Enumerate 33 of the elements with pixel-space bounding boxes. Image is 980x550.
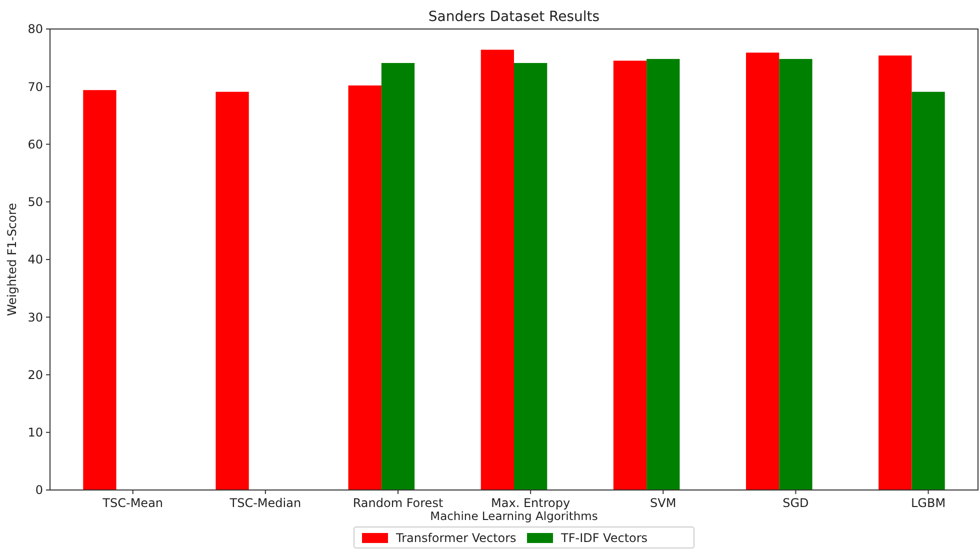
bar bbox=[83, 90, 116, 490]
bar bbox=[348, 85, 382, 490]
y-tick-label: 80 bbox=[28, 22, 43, 36]
chart-title: Sanders Dataset Results bbox=[428, 9, 600, 25]
x-tick-label: Random Forest bbox=[352, 496, 444, 510]
y-tick-label: 10 bbox=[28, 426, 43, 440]
y-tick-label: 20 bbox=[28, 368, 43, 382]
x-tick-label: SVM bbox=[650, 496, 676, 510]
x-tick-label: TSC-Mean bbox=[102, 496, 164, 510]
y-tick-label: 70 bbox=[28, 80, 43, 94]
bar bbox=[381, 63, 415, 490]
x-axis-title: Machine Learning Algorithms bbox=[430, 509, 598, 523]
y-tick-label: 50 bbox=[28, 195, 43, 210]
y-tick-label: 40 bbox=[28, 252, 43, 267]
legend-label: Transformer Vectors bbox=[395, 531, 516, 546]
y-tick-label: 0 bbox=[35, 483, 43, 498]
bar bbox=[779, 58, 812, 490]
bar bbox=[878, 56, 912, 490]
x-tick-label: SGD bbox=[782, 496, 809, 510]
bar bbox=[480, 50, 514, 490]
bar bbox=[613, 60, 647, 490]
y-tick-label: 30 bbox=[28, 310, 43, 324]
bar bbox=[746, 52, 780, 490]
y-tick-label: 60 bbox=[28, 137, 43, 152]
bar bbox=[216, 92, 249, 490]
x-tick-label: TSC-Median bbox=[228, 496, 302, 510]
bar bbox=[646, 58, 680, 490]
legend-label: TF-IDF Vectors bbox=[560, 531, 648, 546]
bar bbox=[912, 92, 945, 490]
x-tick-label: Max. Entropy bbox=[491, 496, 570, 510]
y-axis-title: Weighted F1-Score bbox=[5, 202, 19, 316]
bar bbox=[514, 63, 548, 490]
x-tick-label: LGBM bbox=[910, 496, 946, 510]
